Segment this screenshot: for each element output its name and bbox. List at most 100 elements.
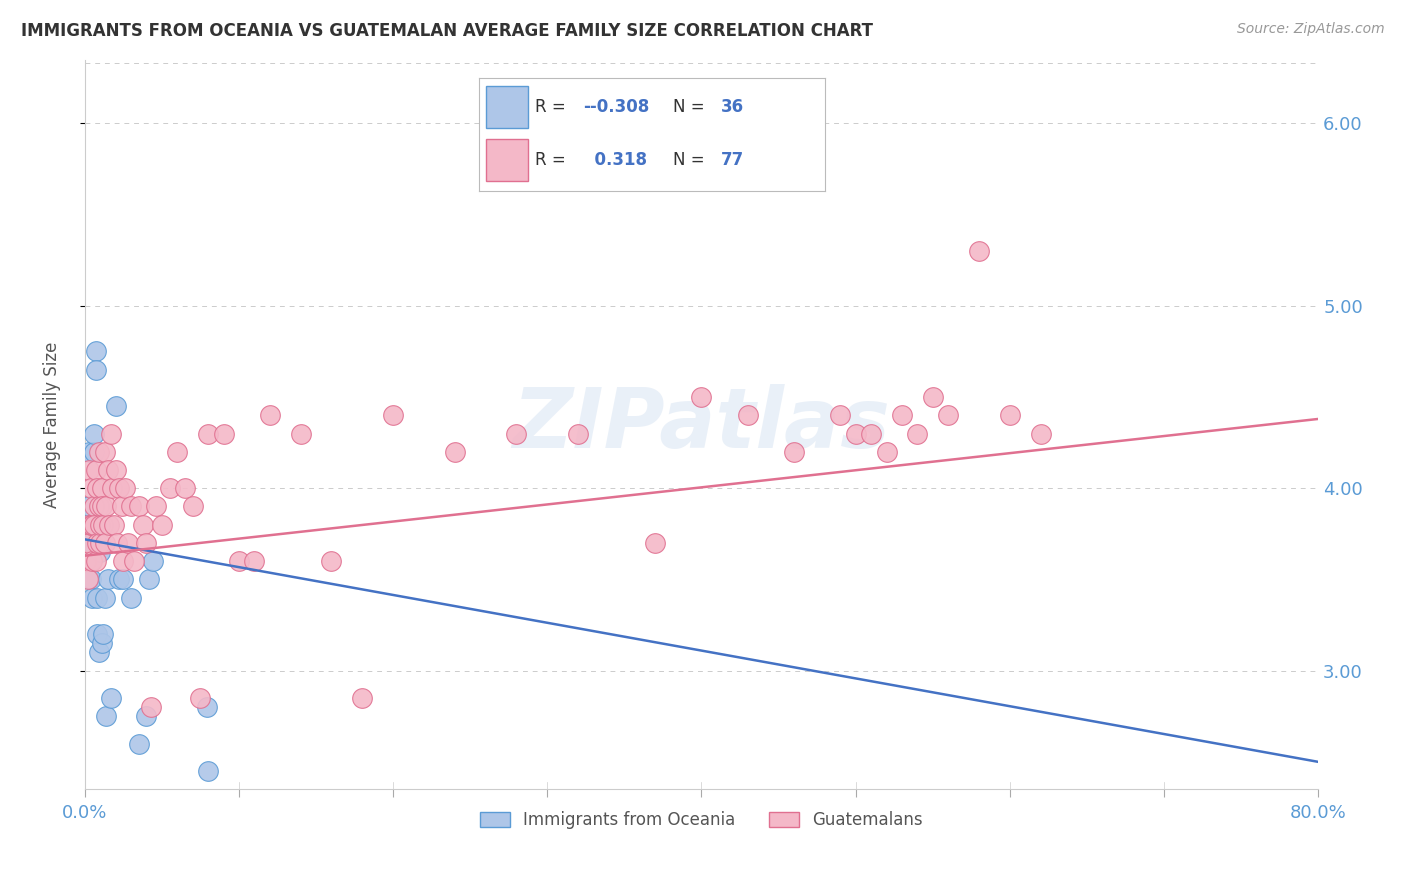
Point (159, 481, 181, 495)
Point (101, 481, 124, 495)
Point (98, 517, 121, 532)
Text: Source: ZipAtlas.com: Source: ZipAtlas.com (1237, 22, 1385, 37)
Point (83, 517, 105, 532)
Point (120, 500, 142, 514)
Point (967, 244, 990, 259)
Point (128, 500, 150, 514)
Point (112, 554, 135, 568)
Point (83, 426, 105, 441)
Point (84, 344, 107, 359)
Point (845, 426, 868, 441)
Point (139, 700, 162, 714)
Point (382, 409, 405, 423)
Point (86, 627, 108, 641)
Point (84, 362, 107, 376)
Point (936, 409, 959, 423)
Point (75, 554, 97, 568)
Point (104, 399, 127, 413)
Point (737, 409, 759, 423)
Point (1029, 426, 1052, 441)
Point (321, 554, 343, 568)
Point (82, 517, 104, 532)
Point (80, 573, 103, 587)
Point (228, 554, 250, 568)
Point (195, 700, 218, 714)
Point (79, 573, 101, 587)
Point (94, 536, 117, 550)
Point (190, 691, 212, 706)
Point (87, 645, 110, 659)
Point (94, 444, 117, 458)
Point (82, 554, 104, 568)
Point (87, 444, 110, 458)
Point (94, 591, 117, 605)
Point (290, 426, 312, 441)
Point (150, 517, 173, 532)
Point (76, 517, 98, 532)
Point (79, 500, 101, 514)
Point (97, 463, 120, 477)
Point (921, 390, 943, 404)
Point (96, 500, 118, 514)
Point (111, 500, 134, 514)
Point (89, 536, 111, 550)
Point (90, 500, 112, 514)
Point (100, 691, 122, 706)
Point (96, 709, 118, 723)
Point (79, 444, 101, 458)
Point (259, 409, 281, 423)
Point (181, 500, 204, 514)
Point (84, 517, 107, 532)
Point (830, 409, 852, 423)
Point (104, 463, 127, 477)
Point (122, 554, 145, 568)
Point (90, 636, 112, 650)
Point (876, 444, 898, 458)
Point (505, 426, 527, 441)
Point (79, 536, 101, 550)
Point (860, 426, 883, 441)
Point (97, 573, 120, 587)
Point (80, 517, 103, 532)
Point (76, 536, 98, 550)
Point (76, 573, 98, 587)
Point (135, 536, 157, 550)
Point (132, 517, 155, 532)
Point (84, 463, 107, 477)
Point (87, 500, 110, 514)
Point (107, 481, 129, 495)
Point (86, 591, 108, 605)
Text: IMMIGRANTS FROM OCEANIA VS GUATEMALAN AVERAGE FAMILY SIZE CORRELATION CHART: IMMIGRANTS FROM OCEANIA VS GUATEMALAN AV… (21, 22, 873, 40)
Point (75, 554, 97, 568)
Point (107, 573, 129, 587)
Point (212, 426, 235, 441)
Point (197, 764, 219, 778)
Point (89, 545, 111, 559)
Point (783, 444, 806, 458)
Point (443, 444, 465, 458)
Point (243, 554, 266, 568)
Point (690, 390, 713, 404)
Point (120, 591, 142, 605)
Point (83, 444, 105, 458)
Point (891, 409, 914, 423)
Point (76, 517, 98, 532)
Point (128, 737, 150, 751)
Point (91, 627, 114, 641)
Point (905, 426, 928, 441)
Point (567, 426, 589, 441)
Point (998, 409, 1021, 423)
Text: ZIPatlas: ZIPatlas (513, 384, 890, 465)
Y-axis label: Average Family Size: Average Family Size (44, 342, 60, 508)
Point (112, 573, 135, 587)
Point (114, 481, 136, 495)
Point (174, 481, 197, 495)
Point (80, 517, 103, 532)
Point (80, 554, 103, 568)
Point (100, 426, 122, 441)
Point (83, 500, 105, 514)
Point (91, 517, 114, 532)
Point (103, 517, 125, 532)
Point (135, 709, 157, 723)
Point (117, 536, 139, 550)
